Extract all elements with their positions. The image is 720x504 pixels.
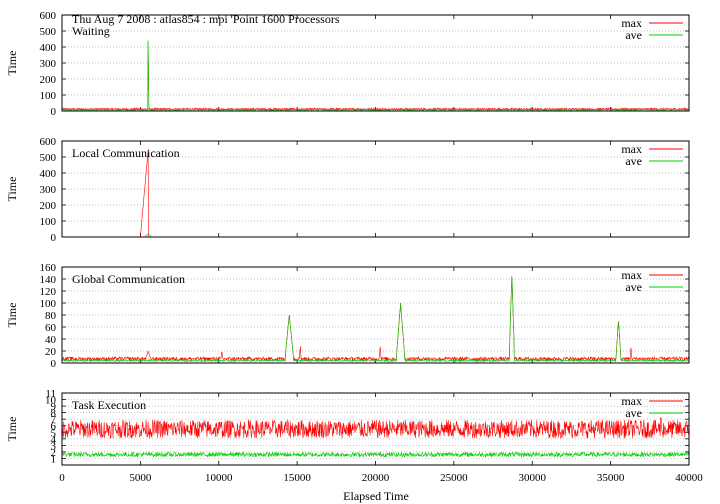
y-tick-label: 80 xyxy=(45,310,57,322)
y-tick-label: 0 xyxy=(51,232,57,244)
y-axis-label: Time xyxy=(5,51,19,76)
x-tick-label: 40000 xyxy=(675,472,703,484)
chart-panels: 0100200300400500600WaitingTimemaxave0100… xyxy=(5,10,690,466)
x-tick-label: 20000 xyxy=(362,472,390,484)
panel-title: Global Communication xyxy=(72,272,185,286)
y-tick-label: 300 xyxy=(40,58,57,70)
plot-frame xyxy=(61,392,690,466)
y-tick-label: 400 xyxy=(40,168,57,180)
y-tick-label: 40 xyxy=(45,334,57,346)
y-tick-label: 2 xyxy=(51,447,57,459)
y-tick-label: 4 xyxy=(51,434,57,446)
panel-title: Task Execution xyxy=(72,398,146,412)
y-tick-label: 20 xyxy=(45,346,57,358)
legend-label-ave: ave xyxy=(625,28,642,42)
y-tick-label: 0 xyxy=(51,358,57,370)
y-tick-label: 11 xyxy=(45,388,56,400)
y-tick-label: 8 xyxy=(51,408,57,420)
x-tick-label: 15000 xyxy=(283,472,311,484)
x-tick-label: 0 xyxy=(59,472,65,484)
y-tick-label: 300 xyxy=(40,184,57,196)
y-tick-label: 140 xyxy=(40,274,57,286)
y-tick-label: 100 xyxy=(40,298,57,310)
series-line-max xyxy=(62,150,689,238)
y-tick-label: 6 xyxy=(51,421,57,433)
y-tick-label: 160 xyxy=(40,262,57,274)
x-tick-label: 35000 xyxy=(597,472,625,484)
y-tick-label: 3 xyxy=(51,440,57,452)
y-tick-label: 7 xyxy=(51,414,57,426)
panel-title: Local Communication xyxy=(72,146,180,160)
legend-label-ave: ave xyxy=(625,406,642,420)
panel-2: 0 100 200 300 400 500 600 Local Communication Ti… xyxy=(5,136,690,244)
y-axis-label: Time xyxy=(5,417,19,442)
y-tick-label: 60 xyxy=(45,322,57,334)
plot-frame xyxy=(61,266,690,364)
y-axis-label: Time xyxy=(5,303,19,328)
y-tick-label: 400 xyxy=(40,42,57,54)
series-line-ave xyxy=(61,40,690,112)
y-tick-label: 120 xyxy=(40,286,57,298)
y-tick-label: 500 xyxy=(40,152,57,164)
x-tick-label: 25000 xyxy=(440,472,468,484)
y-tick-label: 0 xyxy=(51,106,57,118)
x-axis: 0 5000 10000 15000 20000 25000 30000 35000 40000 xyxy=(59,472,703,484)
x-tick-label: 30000 xyxy=(519,472,547,484)
y-tick-label: 5 xyxy=(51,427,57,439)
series-line-max xyxy=(61,276,690,362)
legend-label-max: max xyxy=(621,268,642,282)
y-tick-label: 600 xyxy=(40,10,57,22)
y-axis-label: Time xyxy=(5,177,19,202)
x-tick-label: 10000 xyxy=(205,472,233,484)
panel-title: Waiting xyxy=(72,24,110,38)
series-line-ave xyxy=(61,451,690,458)
y-tick-label: 500 xyxy=(40,26,57,38)
plot-frame xyxy=(61,140,690,238)
figure-caption: Thu Aug 7 2008 : atlas854 : mpi 'Point 1… xyxy=(72,12,340,26)
series-line-max xyxy=(61,417,690,439)
series-line-ave xyxy=(61,277,690,363)
legend-label-max: max xyxy=(621,394,642,408)
series-line-max xyxy=(61,40,690,112)
x-axis-label: Elapsed Time xyxy=(343,489,409,503)
legend-label-ave: ave xyxy=(625,280,642,294)
legend-label-ave: ave xyxy=(625,154,642,168)
y-tick-label: 200 xyxy=(40,200,57,212)
y-tick-label: 200 xyxy=(40,74,57,86)
y-tick-label: 600 xyxy=(40,136,57,148)
y-tick-label: 1 xyxy=(51,453,57,465)
y-tick-label: 10 xyxy=(45,395,57,407)
plot-frame xyxy=(61,14,690,112)
y-tick-label: 100 xyxy=(40,216,57,228)
legend-label-max: max xyxy=(621,142,642,156)
y-tick-label: 9 xyxy=(51,401,57,413)
legend-label-max: max xyxy=(621,16,642,30)
x-tick-label: 5000 xyxy=(129,472,152,484)
y-tick-label: 100 xyxy=(40,90,57,102)
